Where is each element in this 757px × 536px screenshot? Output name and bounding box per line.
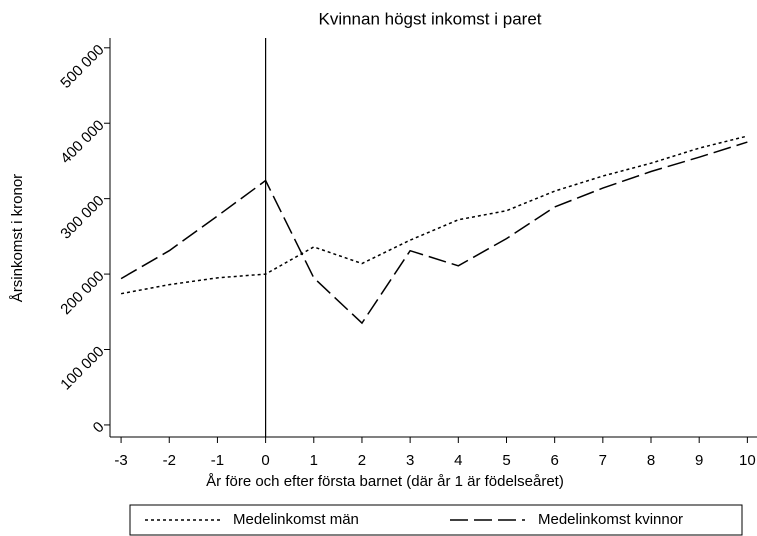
x-tick-label: 5 <box>502 452 510 469</box>
x-axis-label: År före och efter första barnet (där år … <box>206 473 564 490</box>
y-tick-label: 200 000 <box>57 268 107 318</box>
y-tick-label: 500 000 <box>57 41 107 91</box>
x-tick-label: 9 <box>695 452 703 469</box>
y-tick-label: 400 000 <box>57 117 107 167</box>
y-axis-label: Årsinkomst i kronor <box>9 174 26 302</box>
x-tick-label: 7 <box>599 452 607 469</box>
chart-title: Kvinnan högst inkomst i paret <box>318 9 541 28</box>
x-tick-label: 1 <box>310 452 318 469</box>
x-tick-label: 2 <box>358 452 366 469</box>
x-tick-label: 6 <box>550 452 558 469</box>
y-tick-label: 100 000 <box>57 343 107 393</box>
x-tick-label: 3 <box>406 452 414 469</box>
x-tick-label: 10 <box>739 452 756 469</box>
legend-label: Medelinkomst kvinnor <box>538 511 683 528</box>
y-tick-label: 0 <box>90 419 108 437</box>
x-tick-label: -2 <box>163 452 176 469</box>
series-line <box>120 135 748 295</box>
x-tick-label: 0 <box>261 452 269 469</box>
series-line <box>120 141 748 325</box>
x-tick-label: 4 <box>454 452 462 469</box>
x-tick-label: 8 <box>647 452 655 469</box>
legend-box <box>129 504 743 536</box>
x-tick-label: -1 <box>211 452 224 469</box>
legend-label: Medelinkomst män <box>233 511 359 528</box>
x-tick-label: -3 <box>114 452 127 469</box>
y-tick-label: 300 000 <box>57 192 107 242</box>
